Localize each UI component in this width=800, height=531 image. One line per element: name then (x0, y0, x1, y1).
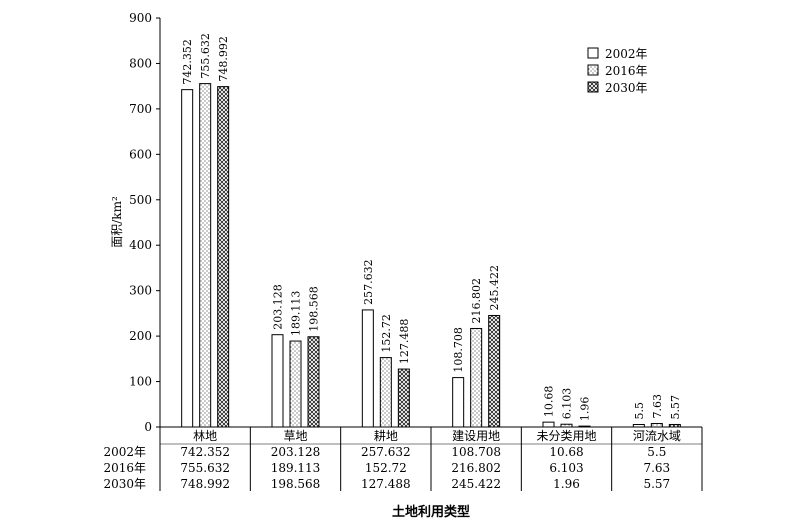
table-cell: 216.802 (451, 461, 501, 475)
data-label: 257.632 (362, 259, 375, 305)
bar-2030年-河流水域 (668, 423, 681, 428)
category-label: 河流水域 (633, 429, 681, 443)
table-cell: 7.63 (643, 461, 670, 475)
legend: 2002年 2016年 2030年 (587, 47, 648, 95)
bar-2002年-建设用地 (452, 377, 465, 428)
table-cell: 127.488 (361, 477, 411, 491)
bar-2016年-耕地 (379, 357, 392, 428)
table-cell: 257.632 (361, 445, 411, 459)
legend-label: 2002年 (605, 47, 648, 61)
data-label: 6.103 (561, 388, 574, 420)
data-label: 152.72 (380, 314, 393, 353)
bar-2030年-建设用地 (488, 314, 501, 428)
table-cell: 198.568 (271, 477, 321, 491)
category-label: 未分类用地 (536, 429, 596, 443)
data-labels: 742.352 755.632 748.992 203.128 189.113 198.5… (181, 33, 682, 421)
table-cell: 108.708 (451, 445, 501, 459)
data-label: 742.352 (181, 39, 194, 85)
table-cell: 5.57 (643, 477, 670, 491)
y-tick-label: 700 (129, 102, 152, 116)
bar-2002年-草地 (271, 334, 284, 428)
bar-2030年-草地 (307, 336, 320, 428)
data-label: 10.68 (543, 386, 556, 418)
table-cell: 245.422 (451, 477, 501, 491)
table-cell: 1.96 (553, 477, 580, 491)
bar-2016年-林地 (199, 83, 212, 428)
table-row-label: 2016年 (103, 461, 146, 475)
y-tick-label: 0 (144, 420, 152, 434)
table-cell: 189.113 (271, 461, 321, 475)
table-row-label: 2002年 (103, 445, 146, 459)
data-table: 林地 草地 耕地 建设用地 未分类用地 河流水域 2002年 742.352 203.128 25… (103, 427, 703, 491)
bars (181, 83, 681, 428)
y-tick-label: 600 (129, 147, 152, 161)
data-label: 216.802 (470, 278, 483, 323)
y-tick-label: 400 (129, 238, 152, 252)
y-tick-label: 300 (129, 284, 152, 298)
bar-2002年-河流水域 (632, 424, 645, 428)
legend-swatch (587, 47, 599, 59)
legend-label: 2030年 (605, 81, 648, 95)
data-label: 5.5 (633, 402, 646, 420)
data-label: 7.63 (651, 394, 664, 419)
legend-swatch (587, 64, 599, 76)
bar-2016年-未分类用地 (560, 423, 573, 428)
y-tick-label: 100 (129, 375, 152, 389)
y-tick-label: 500 (129, 193, 152, 207)
table-cell: 742.352 (180, 445, 230, 459)
table-cell: 5.5 (647, 445, 666, 459)
bar-2030年-耕地 (397, 368, 410, 428)
category-label: 建设用地 (452, 429, 500, 443)
x-axis-label: 土地利用类型 (392, 504, 470, 520)
table-cell: 10.68 (549, 445, 583, 459)
bar-2002年-耕地 (361, 309, 374, 428)
data-label: 108.708 (452, 327, 465, 373)
data-label: 189.113 (290, 291, 303, 337)
table-cell: 152.72 (365, 461, 407, 475)
category-label: 草地 (283, 429, 307, 443)
data-label: 755.632 (199, 33, 212, 79)
y-tick-label: 800 (129, 56, 152, 70)
bar-2016年-建设用地 (470, 327, 483, 428)
table-cell: 6.103 (549, 461, 583, 475)
data-label: 198.568 (308, 286, 321, 332)
table-cell: 748.992 (180, 477, 230, 491)
data-label: 245.422 (488, 265, 501, 310)
bar-2002年-未分类用地 (542, 421, 555, 428)
data-label: 748.992 (217, 36, 230, 82)
bar-2016年-河流水域 (650, 423, 663, 428)
y-tick-label: 200 (129, 329, 152, 343)
table-cell: 203.128 (271, 445, 321, 459)
y-axis-label: 面积/km² (110, 196, 124, 248)
legend-swatch (587, 81, 599, 93)
legend-label: 2016年 (605, 64, 648, 78)
bar-2002年-林地 (181, 89, 194, 428)
bar-2016年-草地 (289, 340, 302, 428)
bar-2030年-未分类用地 (578, 425, 591, 428)
data-label: 127.488 (398, 319, 411, 365)
category-label: 林地 (193, 429, 217, 443)
data-label: 5.57 (669, 395, 682, 420)
data-label: 1.96 (579, 397, 592, 422)
table-row-label: 2030年 (103, 477, 146, 491)
table-cell: 755.632 (180, 461, 230, 475)
data-label: 203.128 (272, 284, 285, 330)
bar-2030年-林地 (217, 86, 230, 428)
y-tick-label: 900 (129, 11, 152, 25)
category-label: 耕地 (374, 428, 398, 443)
axes: 0 100 200 300 400 500 600 700 800 900 (129, 11, 702, 434)
